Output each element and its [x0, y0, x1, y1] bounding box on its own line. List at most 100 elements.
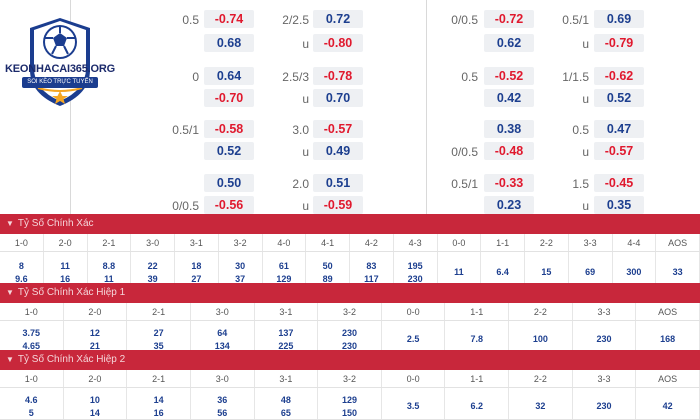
- odds-value[interactable]: -0.52: [484, 67, 534, 85]
- score-odds-top[interactable]: 10: [89, 395, 100, 405]
- score-odds-top[interactable]: 83: [366, 261, 377, 271]
- odds-value[interactable]: -0.57: [313, 120, 363, 138]
- score-odds-bottom[interactable]: 230: [341, 341, 357, 351]
- odds-value[interactable]: 0.72: [313, 10, 363, 28]
- score-odds-top[interactable]: 8.8: [102, 261, 116, 271]
- odds-value[interactable]: -0.33: [484, 174, 534, 192]
- score-odds-top[interactable]: 64: [217, 328, 228, 338]
- site-logo[interactable]: KEONHACAI365.ORG SOI KÈO TRỰC TUYẾN: [4, 8, 116, 108]
- odds-value[interactable]: 0.42: [484, 89, 534, 107]
- section-header[interactable]: ▼ Tỷ Số Chính Xác Hiệp 2: [0, 350, 700, 370]
- score-odds-bottom[interactable]: 35: [153, 341, 164, 351]
- score-cell[interactable]: 2.5: [382, 321, 446, 368]
- odds-value[interactable]: 0.35: [594, 196, 644, 214]
- score-cell[interactable]: 12 21: [64, 321, 128, 368]
- score-odds-single[interactable]: 69: [585, 267, 596, 277]
- score-odds-bottom[interactable]: 9.6: [15, 274, 28, 284]
- score-odds-top[interactable]: 36: [217, 395, 228, 405]
- score-odds-single[interactable]: 230: [596, 401, 612, 411]
- score-cell[interactable]: 230: [573, 388, 637, 419]
- odds-value[interactable]: -0.79: [594, 34, 644, 52]
- odds-value[interactable]: -0.45: [594, 174, 644, 192]
- score-odds-bottom[interactable]: 16: [153, 408, 164, 418]
- odds-value[interactable]: -0.70: [204, 89, 254, 107]
- score-cell[interactable]: 50 89: [306, 252, 350, 301]
- score-odds-single[interactable]: 168: [660, 334, 676, 344]
- score-cell[interactable]: 11: [438, 252, 482, 301]
- odds-value[interactable]: -0.62: [594, 67, 644, 85]
- score-odds-single[interactable]: 3.5: [406, 401, 420, 411]
- score-odds-top[interactable]: 230: [341, 328, 357, 338]
- collapse-icon[interactable]: ▼: [6, 219, 14, 228]
- score-odds-bottom[interactable]: 4.65: [22, 341, 41, 351]
- score-odds-bottom[interactable]: 16: [60, 274, 71, 284]
- score-cell[interactable]: 195 230: [394, 252, 438, 301]
- score-odds-bottom[interactable]: 5: [28, 408, 34, 418]
- odds-value[interactable]: -0.57: [594, 142, 644, 160]
- score-odds-single[interactable]: 230: [596, 334, 612, 344]
- score-odds-bottom[interactable]: 21: [89, 341, 100, 351]
- score-odds-top[interactable]: 3.75: [22, 328, 41, 338]
- score-cell[interactable]: 15: [525, 252, 569, 301]
- odds-value[interactable]: 0.52: [594, 89, 644, 107]
- score-odds-top[interactable]: 50: [322, 261, 333, 271]
- odds-value[interactable]: 0.50: [204, 174, 254, 192]
- score-cell[interactable]: 36 56: [191, 388, 255, 419]
- score-cell[interactable]: 3.75 4.65: [0, 321, 64, 368]
- score-odds-bottom[interactable]: 39: [147, 274, 158, 284]
- score-odds-bottom[interactable]: 117: [364, 274, 379, 284]
- score-odds-top[interactable]: 4.6: [25, 395, 38, 405]
- score-odds-single[interactable]: 15: [541, 267, 552, 277]
- score-cell[interactable]: 22 39: [131, 252, 175, 301]
- score-cell[interactable]: 83 117: [350, 252, 394, 301]
- score-odds-bottom[interactable]: 134: [214, 341, 230, 351]
- score-cell[interactable]: 11 16: [44, 252, 88, 301]
- score-odds-single[interactable]: 6.4: [496, 267, 509, 277]
- odds-value[interactable]: 0.23: [484, 196, 534, 214]
- odds-value[interactable]: 0.49: [313, 142, 363, 160]
- score-cell[interactable]: 8 9.6: [0, 252, 44, 301]
- score-odds-bottom[interactable]: 150: [341, 408, 357, 418]
- odds-value[interactable]: 0.52: [204, 142, 254, 160]
- score-odds-single[interactable]: 32: [535, 401, 546, 411]
- score-odds-bottom[interactable]: 11: [104, 274, 114, 284]
- score-odds-top[interactable]: 129: [341, 395, 357, 405]
- score-odds-top[interactable]: 14: [153, 395, 164, 405]
- score-odds-bottom[interactable]: 65: [280, 408, 291, 418]
- odds-value[interactable]: 0.38: [484, 120, 534, 138]
- score-odds-top[interactable]: 22: [147, 261, 158, 271]
- odds-value[interactable]: -0.80: [313, 34, 363, 52]
- score-odds-bottom[interactable]: 129: [276, 274, 292, 284]
- score-cell[interactable]: 27 35: [127, 321, 191, 368]
- odds-value[interactable]: 0.69: [594, 10, 644, 28]
- score-odds-top[interactable]: 195: [407, 261, 423, 271]
- score-odds-single[interactable]: 42: [662, 401, 673, 411]
- score-odds-single[interactable]: 6.2: [470, 401, 484, 411]
- score-cell[interactable]: 6.4: [481, 252, 525, 301]
- score-cell[interactable]: 3.5: [382, 388, 446, 419]
- score-cell[interactable]: 10 14: [64, 388, 128, 419]
- score-cell[interactable]: 137 225: [255, 321, 319, 368]
- score-odds-top[interactable]: 61: [278, 261, 289, 271]
- score-cell[interactable]: 8.8 11: [88, 252, 132, 301]
- score-cell[interactable]: 69: [569, 252, 613, 301]
- section-header[interactable]: ▼ Tỷ Số Chính Xác Hiệp 1: [0, 283, 700, 303]
- score-odds-top[interactable]: 27: [153, 328, 164, 338]
- odds-value[interactable]: -0.56: [204, 196, 254, 214]
- score-cell[interactable]: 230 230: [318, 321, 382, 368]
- odds-value[interactable]: -0.78: [313, 67, 363, 85]
- score-odds-bottom[interactable]: 89: [322, 274, 333, 284]
- odds-value[interactable]: 0.70: [313, 89, 363, 107]
- odds-value[interactable]: 0.64: [204, 67, 254, 85]
- score-odds-top[interactable]: 12: [89, 328, 100, 338]
- odds-value[interactable]: 0.51: [313, 174, 363, 192]
- collapse-icon[interactable]: ▼: [6, 288, 14, 297]
- score-odds-bottom[interactable]: 37: [235, 274, 246, 284]
- section-header[interactable]: ▼ Tỷ Số Chính Xác: [0, 214, 700, 234]
- score-odds-top[interactable]: 11: [60, 261, 70, 271]
- score-odds-bottom[interactable]: 225: [278, 341, 294, 351]
- score-cell[interactable]: 300: [613, 252, 657, 301]
- odds-value[interactable]: 0.62: [484, 34, 534, 52]
- score-cell[interactable]: 42: [636, 388, 700, 419]
- score-cell[interactable]: 7.8: [445, 321, 510, 368]
